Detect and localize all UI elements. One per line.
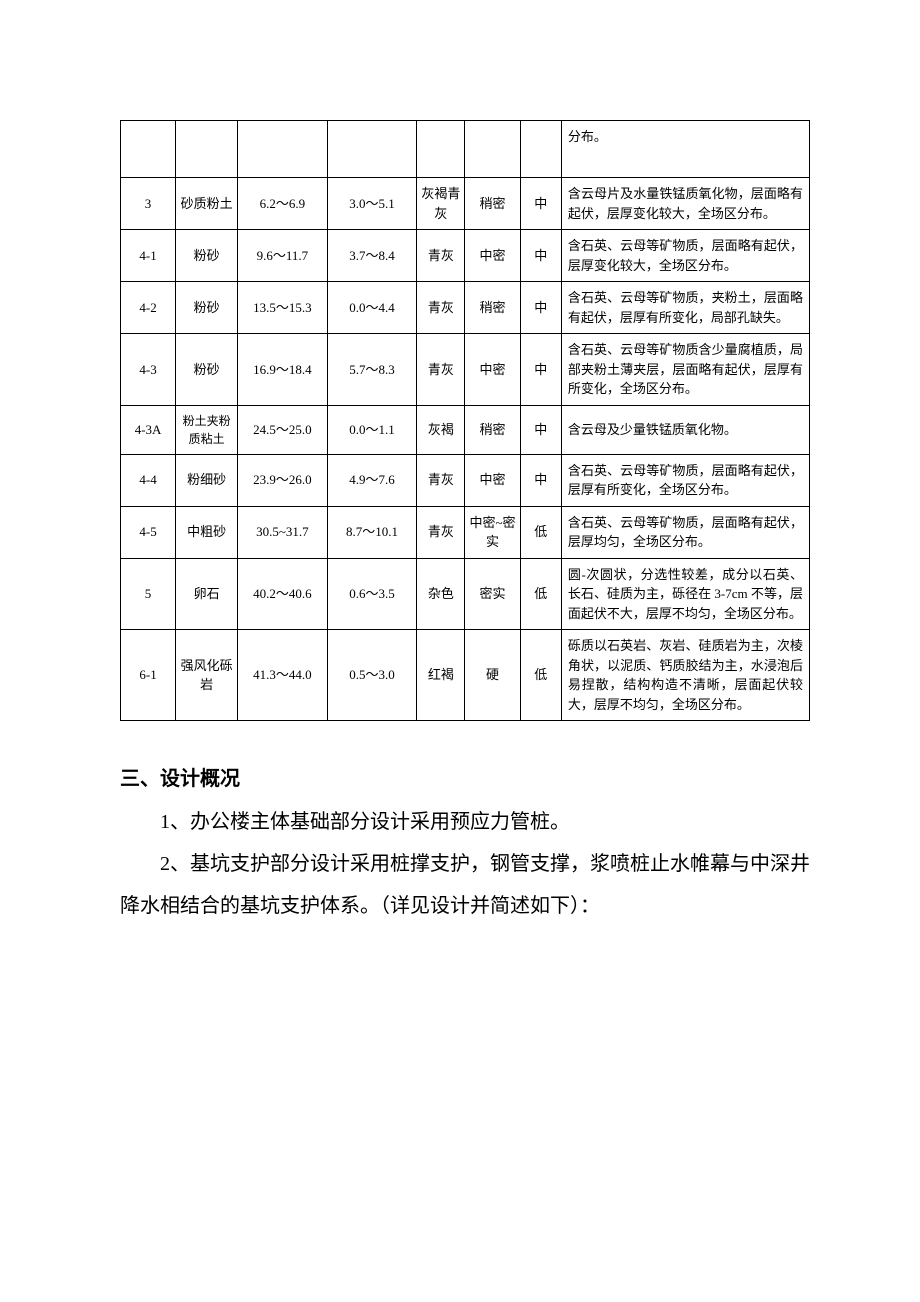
table-cell: 4-1 (121, 230, 176, 282)
table-cell: 4-2 (121, 282, 176, 334)
table-row: 5卵石40.2～40.60.6～3.5杂色密实低圆-次圆状，分选性较差，成分以石… (121, 558, 810, 630)
table-row: 4-2粉砂13.5～15.30.0～4.4青灰稍密中含石英、云母等矿物质，夹粉土… (121, 282, 810, 334)
design-paragraph-2: 2、基坑支护部分设计采用桩撑支护，钢管支撑，浆喷桩止水帷幕与中深井降水相结合的基… (120, 843, 810, 927)
table-cell: 中密~密实 (465, 506, 520, 558)
table-cell: 3.0～5.1 (327, 178, 417, 230)
table-cell: 中密 (465, 334, 520, 406)
table-cell (417, 121, 465, 178)
table-cell: 4.9～7.6 (327, 454, 417, 506)
table-cell: 粉砂 (176, 282, 238, 334)
table-row: 4-1粉砂9.6～11.73.7～8.4青灰中密中含石英、云母等矿物质，层面略有… (121, 230, 810, 282)
table-cell: 青灰 (417, 282, 465, 334)
table-row: 4-4粉细砂23.9～26.04.9～7.6青灰中密中含石英、云母等矿物质，层面… (121, 454, 810, 506)
table-cell: 中密 (465, 454, 520, 506)
table-cell: 杂色 (417, 558, 465, 630)
table-cell: 青灰 (417, 454, 465, 506)
table-cell: 0.0～1.1 (327, 405, 417, 454)
table-cell: 低 (520, 506, 561, 558)
table-cell: 含云母及少量铁锰质氧化物。 (561, 405, 809, 454)
table-cell: 13.5～15.3 (238, 282, 328, 334)
table-cell: 灰褐青灰 (417, 178, 465, 230)
table-cell: 含云母片及水量铁锰质氧化物，层面略有起伏，层厚变化较大，全场区分布。 (561, 178, 809, 230)
table-cell: 4-5 (121, 506, 176, 558)
table-cell: 0.5～3.0 (327, 630, 417, 721)
table-cell: 6.2～6.9 (238, 178, 328, 230)
table-cell: 硬 (465, 630, 520, 721)
table-cell: 41.3～44.0 (238, 630, 328, 721)
table-cell: 4-3 (121, 334, 176, 406)
table-cell: 粉砂 (176, 230, 238, 282)
table-cell: 含石英、云母等矿物质，夹粉土，层面略有起伏，层厚有所变化，局部孔缺失。 (561, 282, 809, 334)
table-cell: 4-3A (121, 405, 176, 454)
table-cell: 稍密 (465, 405, 520, 454)
table-cell (121, 121, 176, 178)
table-cell: 砾质以石英岩、灰岩、硅质岩为主，次棱角状，以泥质、钙质胶结为主，水浸泡后易捏散，… (561, 630, 809, 721)
table-cell: 灰褐 (417, 405, 465, 454)
table-cell: 4-4 (121, 454, 176, 506)
table-cell (465, 121, 520, 178)
section-title: 三、设计概况 (120, 757, 810, 801)
table-cell: 中 (520, 334, 561, 406)
table-cell: 5.7～8.3 (327, 334, 417, 406)
table-cell: 23.9～26.0 (238, 454, 328, 506)
table-cell: 圆-次圆状，分选性较差，成分以石英、长石、硅质为主，砾径在 3-7cm 不等，层… (561, 558, 809, 630)
table-cell: 含石英、云母等矿物质含少量腐植质，局部夹粉土薄夹层，层面略有起伏，层厚有所变化，… (561, 334, 809, 406)
table-cell: 稍密 (465, 282, 520, 334)
table-cell: 0.6～3.5 (327, 558, 417, 630)
table-cell: 3 (121, 178, 176, 230)
table-cell: 0.0～4.4 (327, 282, 417, 334)
table-cell: 中密 (465, 230, 520, 282)
table-cell: 密实 (465, 558, 520, 630)
table-cell: 青灰 (417, 334, 465, 406)
table-cell: 强风化砾岩 (176, 630, 238, 721)
table-cell: 含石英、云母等矿物质，层面略有起伏，层厚均匀，全场区分布。 (561, 506, 809, 558)
table-row: 6-1强风化砾岩41.3～44.00.5～3.0红褐硬低砾质以石英岩、灰岩、硅质… (121, 630, 810, 721)
table-row: 4-3粉砂16.9～18.45.7～8.3青灰中密中含石英、云母等矿物质含少量腐… (121, 334, 810, 406)
table-row: 3砂质粉土6.2～6.93.0～5.1灰褐青灰稍密中含云母片及水量铁锰质氧化物，… (121, 178, 810, 230)
table-cell: 粉土夹粉质粘土 (176, 405, 238, 454)
table-cell: 中 (520, 282, 561, 334)
table-cell: 中 (520, 230, 561, 282)
table-cell: 24.5～25.0 (238, 405, 328, 454)
table-cell: 砂质粉土 (176, 178, 238, 230)
table-cell: 30.5~31.7 (238, 506, 328, 558)
table-row: 4-3A粉土夹粉质粘土24.5～25.00.0～1.1灰褐稍密中含云母及少量铁锰… (121, 405, 810, 454)
table-row: 4-5中粗砂30.5~31.78.7～10.1青灰中密~密实低含石英、云母等矿物… (121, 506, 810, 558)
table-cell: 5 (121, 558, 176, 630)
table-cell: 含石英、云母等矿物质，层面略有起伏，层厚有所变化，全场区分布。 (561, 454, 809, 506)
design-paragraph-1: 1、办公楼主体基础部分设计采用预应力管桩。 (120, 801, 810, 843)
table-cell: 中 (520, 178, 561, 230)
table-cell: 40.2～40.6 (238, 558, 328, 630)
table-cell: 粉砂 (176, 334, 238, 406)
table-cell: 低 (520, 630, 561, 721)
table-cell: 红褐 (417, 630, 465, 721)
table-cell: 中粗砂 (176, 506, 238, 558)
table-cell: 粉细砂 (176, 454, 238, 506)
table-cell: 青灰 (417, 506, 465, 558)
table-cell: 8.7～10.1 (327, 506, 417, 558)
table-cell: 稍密 (465, 178, 520, 230)
table-row: 分布。 (121, 121, 810, 178)
table-cell (327, 121, 417, 178)
table-cell: 青灰 (417, 230, 465, 282)
table-cell (520, 121, 561, 178)
table-cell (238, 121, 328, 178)
table-cell: 分布。 (561, 121, 809, 178)
table-cell: 卵石 (176, 558, 238, 630)
table-cell: 中 (520, 454, 561, 506)
table-cell: 中 (520, 405, 561, 454)
table-cell: 含石英、云母等矿物质，层面略有起伏，层厚变化较大，全场区分布。 (561, 230, 809, 282)
table-cell (176, 121, 238, 178)
table-cell: 3.7～8.4 (327, 230, 417, 282)
table-cell: 低 (520, 558, 561, 630)
geology-table: 分布。3砂质粉土6.2～6.93.0～5.1灰褐青灰稍密中含云母片及水量铁锰质氧… (120, 120, 810, 721)
table-cell: 9.6～11.7 (238, 230, 328, 282)
table-cell: 16.9～18.4 (238, 334, 328, 406)
table-cell: 6-1 (121, 630, 176, 721)
